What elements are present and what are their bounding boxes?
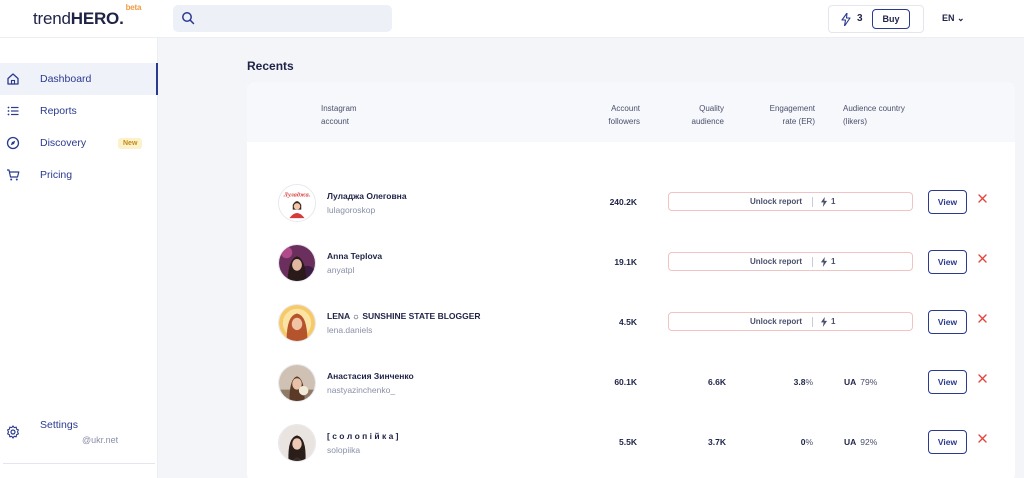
sidebar-item-label: Pricing [40, 169, 73, 181]
engagement-rate-value: 3.8% [793, 377, 813, 387]
recents-table: Instagram account Account followers Qual… [247, 82, 1015, 478]
followers-count: 60.1K [614, 377, 637, 387]
sidebar-item-pricing[interactable]: Pricing [0, 159, 158, 191]
table-row: LENA ☼ SUNSHINE STATE BLOGGER lena.danie… [247, 302, 1015, 362]
account-handle: nastyazinchenko_ [327, 385, 396, 395]
divider [812, 317, 813, 327]
close-icon[interactable] [977, 433, 988, 444]
view-button[interactable]: View [928, 430, 967, 454]
table-row: Луладжа. Луладжа Олеговна lulagoroskop 2… [247, 182, 1015, 242]
account-name[interactable]: Anna Teplova [327, 251, 383, 261]
unlock-cost: 1 [831, 197, 836, 206]
column-header-account: Instagram account [321, 104, 357, 126]
unlock-label: Unlock report [750, 317, 803, 326]
account-handle: solopiika [327, 445, 361, 455]
quality-audience-value: 6.6K [708, 377, 726, 387]
avatar [278, 424, 316, 462]
sidebar-item-label: Dashboard [40, 73, 92, 85]
unlock-report-button[interactable]: Unlock report 1 [668, 192, 913, 211]
column-header-country: Audience country (likers) [843, 104, 905, 126]
top-bar: trendHERO.beta 3 Buy EN ⌄ [0, 0, 1024, 38]
column-header-quality: Quality audience [691, 104, 724, 126]
table-row: Anna Teplova anyatpl 19.1K Unlock report… [247, 242, 1015, 302]
unlock-report-button[interactable]: Unlock report 1 [668, 252, 913, 271]
followers-count: 5.5K [619, 437, 637, 447]
gear-icon[interactable] [6, 425, 20, 439]
logo[interactable]: trendHERO.beta [33, 3, 142, 28]
account-handle: lena.daniels [327, 325, 373, 335]
home-icon [7, 73, 19, 85]
svg-text:Луладжа.: Луладжа. [283, 191, 311, 198]
unlock-label: Unlock report [750, 257, 803, 266]
account-name[interactable]: [ с о л о п і й к а ] [327, 431, 399, 441]
table-header: Instagram account Account followers Qual… [247, 82, 1015, 142]
credits-count: 3 [857, 13, 863, 24]
beta-label: beta [125, 3, 142, 13]
sidebar-item-label: Discovery [40, 137, 87, 149]
compass-icon [6, 136, 20, 150]
avatar [278, 364, 316, 402]
account-name[interactable]: Анастасия Зинченко [327, 371, 414, 381]
view-button[interactable]: View [928, 250, 967, 274]
credits-box: 3 Buy [828, 5, 924, 33]
language-selector[interactable]: EN ⌄ [942, 13, 965, 23]
search-input[interactable] [173, 5, 392, 32]
sidebar-item-reports[interactable]: Reports [0, 95, 158, 127]
sidebar-item-discovery[interactable]: Discovery New [0, 127, 158, 159]
account-name[interactable]: LENA ☼ SUNSHINE STATE BLOGGER [327, 311, 481, 321]
followers-count: 19.1K [614, 257, 637, 267]
page-title: Recents [247, 59, 294, 73]
avatar: Луладжа. [278, 184, 316, 222]
avatar [278, 304, 316, 342]
engagement-rate-value: 0% [800, 437, 813, 447]
lightning-icon [841, 13, 851, 26]
view-button[interactable]: View [928, 190, 967, 214]
cart-icon [7, 169, 20, 181]
followers-count: 4.5K [619, 317, 637, 327]
sidebar: Dashboard Reports Discovery New Pricing … [0, 38, 158, 478]
close-icon[interactable] [977, 253, 988, 264]
divider [812, 197, 813, 207]
followers-count: 240.2K [609, 197, 637, 207]
lightning-icon [820, 257, 828, 267]
chevron-down-icon: ⌄ [957, 13, 965, 23]
column-header-er: Engagement rate (ER) [769, 104, 815, 126]
close-icon[interactable] [977, 373, 988, 384]
account-handle: lulagoroskop [327, 205, 376, 215]
account-name[interactable]: Луладжа Олеговна [327, 191, 407, 201]
audience-country: UA 79% [844, 377, 878, 387]
settings-link[interactable]: Settings [40, 419, 78, 431]
audience-country: UA 92% [844, 437, 878, 447]
lightning-icon [820, 197, 828, 207]
unlock-cost: 1 [831, 257, 836, 266]
unlock-report-button[interactable]: Unlock report 1 [668, 312, 913, 331]
buy-button[interactable]: Buy [872, 9, 910, 29]
divider [3, 463, 155, 464]
list-icon [7, 106, 19, 116]
view-button[interactable]: View [928, 310, 967, 334]
column-header-followers: Account followers [608, 104, 640, 126]
close-icon[interactable] [977, 313, 988, 324]
search-icon [182, 12, 195, 25]
account-handle: anyatpl [327, 265, 355, 275]
unlock-cost: 1 [831, 317, 836, 326]
unlock-label: Unlock report [750, 197, 803, 206]
new-badge: New [118, 138, 143, 149]
close-icon[interactable] [977, 193, 988, 204]
sidebar-item-dashboard[interactable]: Dashboard [0, 63, 158, 95]
table-row: [ с о л о п і й к а ] solopiika 5.5K 3.7… [247, 422, 1015, 478]
table-row: Анастасия Зинченко nastyazinchenko_ 60.1… [247, 362, 1015, 422]
sidebar-item-label: Reports [40, 105, 77, 117]
divider [812, 257, 813, 267]
view-button[interactable]: View [928, 370, 967, 394]
lightning-icon [820, 317, 828, 327]
avatar [278, 244, 316, 282]
quality-audience-value: 3.7K [708, 437, 726, 447]
user-email: @ukr.net [82, 435, 119, 445]
